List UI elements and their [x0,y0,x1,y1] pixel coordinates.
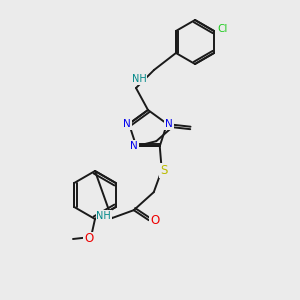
Text: N: N [130,141,138,151]
Text: S: S [160,164,167,177]
Text: N: N [123,119,131,129]
Text: NH: NH [132,74,146,84]
Text: O: O [84,232,94,245]
Text: O: O [150,214,159,227]
Text: N: N [165,119,173,129]
Text: Cl: Cl [218,24,228,34]
Text: NH: NH [96,211,111,221]
